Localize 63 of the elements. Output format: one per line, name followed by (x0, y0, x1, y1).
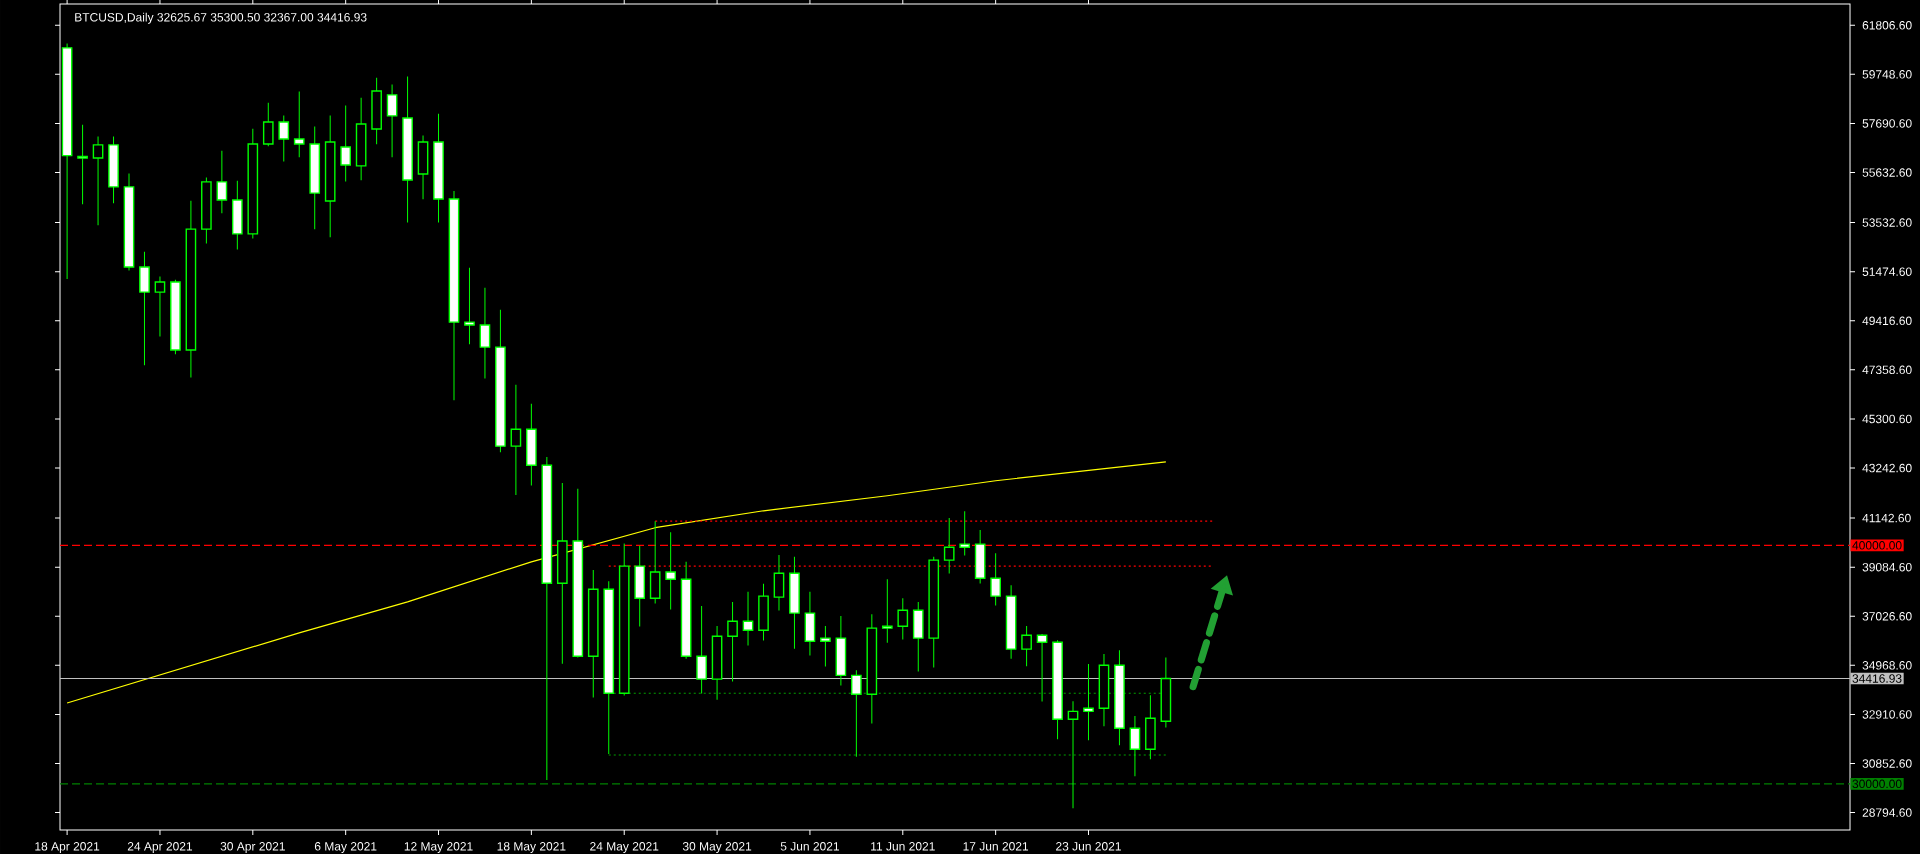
y-tick-label: 49416.60 (1862, 316, 1912, 326)
y-tick-label: 57690.60 (1862, 119, 1912, 128)
x-tick-label: 18 May 2021 (497, 842, 566, 853)
y-tick-label: 43242.60 (1862, 463, 1912, 473)
candlestick (820, 625, 831, 668)
y-tick-label: 61806.60 (1862, 21, 1912, 30)
y-tick-label: 30852.60 (1862, 759, 1912, 768)
y-tick-label: 55632.60 (1862, 168, 1912, 177)
y-tick-label: 37026.60 (1862, 612, 1912, 621)
candlestick (1129, 715, 1141, 777)
candlestick (959, 510, 971, 556)
candlestick (742, 591, 754, 647)
x-tick-label: 30 May 2021 (682, 842, 752, 853)
x-tick-label: 24 May 2021 (590, 842, 659, 853)
line-series (66, 461, 1167, 704)
x-tick-label: 5 Jun 2021 (780, 842, 840, 851)
x-tick-label: 11 Jun 2021 (871, 842, 935, 851)
y-tick-label: 47358.60 (1862, 365, 1912, 375)
candlestick (510, 384, 522, 496)
candlestick (262, 102, 274, 147)
candlestick (696, 605, 707, 694)
x-tick-label: 24 Apr 2021 (127, 842, 193, 853)
candlestick (1021, 625, 1032, 667)
y-tick-label: 59748.60 (1862, 70, 1912, 79)
candlestick (1067, 700, 1079, 809)
candlestick (727, 601, 738, 683)
y-tick-label: 41142.60 (1862, 513, 1911, 523)
candlestick (897, 597, 909, 641)
y-tick-label: 51474.60 (1862, 267, 1912, 276)
candlestick (665, 531, 676, 611)
candlestick (881, 578, 893, 644)
x-tick-label: 30 Apr 2021 (220, 842, 285, 853)
y-tick-label: 32910.60 (1862, 710, 1912, 719)
y-tick-label: 53532.60 (1862, 218, 1912, 227)
candlestick (278, 115, 290, 162)
x-tick-label: 17 Jun 2021 (963, 842, 1029, 851)
x-tick-label: 23 Jun 2021 (1056, 842, 1121, 851)
candlestick (293, 91, 305, 158)
candlestick (154, 276, 166, 337)
y-tick-label: 28794.60 (1862, 808, 1912, 817)
candlestick (92, 136, 104, 226)
candlestick (77, 124, 88, 205)
y-tick-label: 45300.60 (1862, 414, 1912, 424)
candlestick (479, 287, 491, 379)
x-tick-label: 12 May 2021 (404, 842, 473, 853)
y-tick-label: 39084.60 (1862, 562, 1912, 572)
candlestick (990, 552, 1001, 606)
x-tick-label: 6 May 2021 (314, 842, 377, 853)
candlestick (851, 669, 862, 758)
candlestick (1083, 663, 1094, 741)
ref-line-label: 30000.00 (1852, 779, 1902, 789)
candlestick (216, 150, 228, 214)
candlestick (464, 267, 475, 345)
candlestick (386, 84, 398, 158)
candlestick (773, 554, 785, 611)
y-tick-label: 34968.60 (1862, 661, 1912, 670)
candlestick (1036, 633, 1048, 703)
ref-line-label: 40000.00 (1852, 541, 1902, 550)
candlestick (340, 105, 352, 182)
candlestick (943, 517, 955, 575)
ref-line-label: 34416.93 (1852, 674, 1902, 683)
x-tick-label: 18 Apr 2021 (35, 842, 100, 853)
text: BTCUSD,Daily 32625.67 35300.50 32367.00 34416.93 (75, 12, 367, 24)
